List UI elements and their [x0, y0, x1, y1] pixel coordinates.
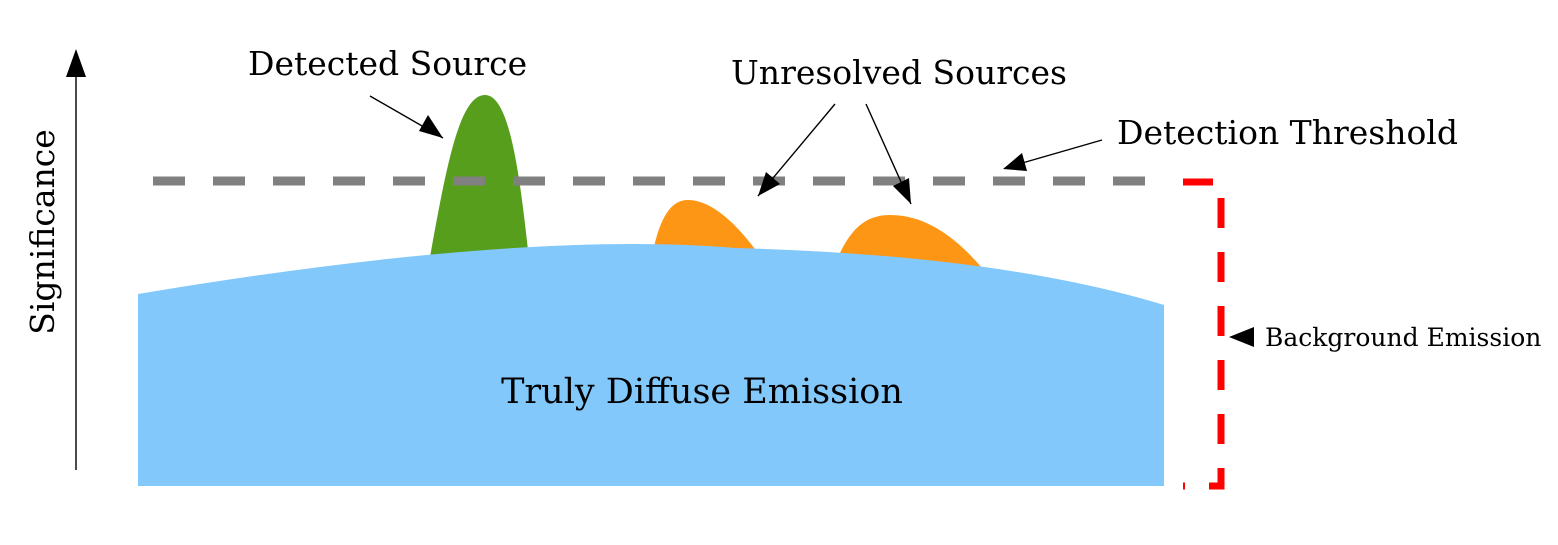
unresolved-sources-label: Unresolved Sources	[731, 53, 1067, 92]
unresolved-source-bump-2	[836, 215, 982, 268]
detected-source-label: Detected Source	[248, 44, 527, 83]
y-axis-label: Significance	[23, 129, 62, 335]
unresolved-arrowhead-1	[758, 172, 780, 196]
detected-source-arrowhead	[419, 115, 443, 138]
background-emission-label: Background Emission	[1265, 323, 1541, 352]
diffuse-emission-region	[138, 244, 1164, 486]
y-axis-arrowhead	[66, 49, 86, 77]
unresolved-source-bump-1	[652, 200, 760, 256]
background-emission-bracket	[1183, 178, 1225, 490]
diffuse-emission-label: Truly Diffuse Emission	[501, 372, 903, 412]
background-emission-arrowhead	[1229, 327, 1254, 347]
unresolved-arrowhead-2	[893, 178, 911, 204]
threshold-arrowhead	[1003, 153, 1027, 171]
detection-threshold-label: Detection Threshold	[1117, 113, 1458, 152]
